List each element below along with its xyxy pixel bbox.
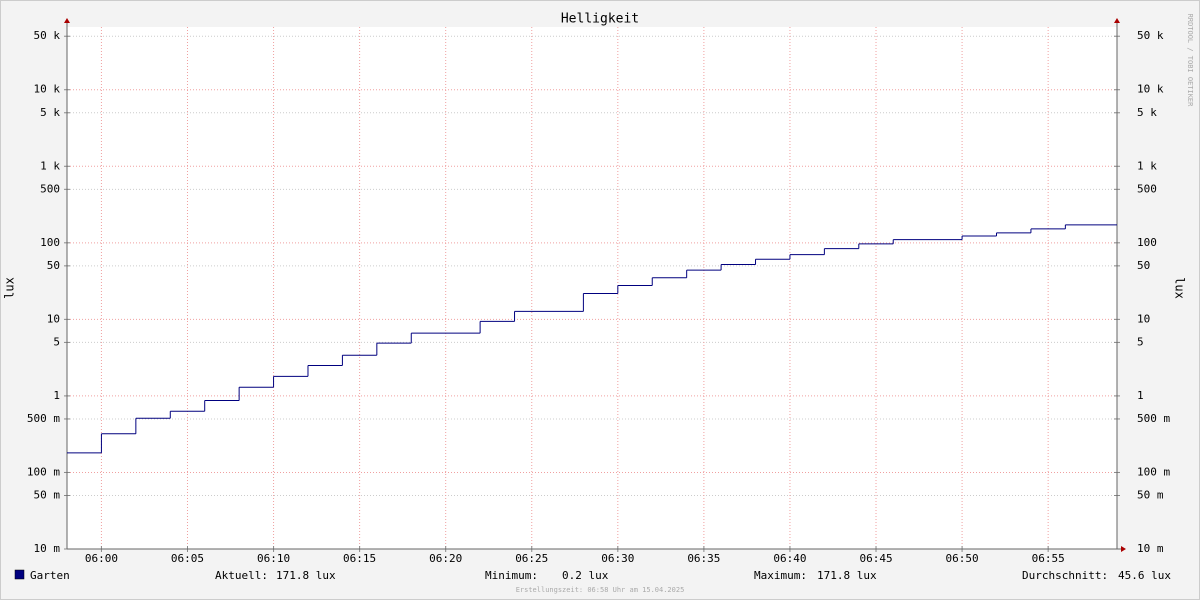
x-tick-label: 06:15: [343, 552, 376, 565]
y-tick-label: 50 k: [34, 29, 61, 42]
x-tick-label: 06:10: [257, 552, 290, 565]
x-tick-label: 06:25: [515, 552, 548, 565]
y-tick-label: 500: [40, 182, 60, 195]
y-tick-label: 10 m: [34, 542, 61, 555]
y-tick-label-right: 1 k: [1137, 159, 1157, 172]
axis-arrow: [64, 18, 70, 23]
stat-label: Durchschnitt:: [1022, 569, 1108, 582]
y-tick-label-right: 100 m: [1137, 465, 1170, 478]
footer: Erstellungszeit: 06:58 Uhr am 15.04.2025: [516, 586, 685, 594]
y-tick-label-right: 50: [1137, 259, 1150, 272]
y-tick-label: 10: [47, 312, 60, 325]
y-tick-label: 50 m: [34, 488, 61, 501]
x-tick-label: 06:55: [1032, 552, 1065, 565]
y-tick-label-right: 500 m: [1137, 412, 1170, 425]
y-tick-label-right: 50 k: [1137, 29, 1164, 42]
x-tick-label: 06:35: [687, 552, 720, 565]
stat-label: Aktuell:: [215, 569, 268, 582]
legend-label: Garten: [30, 569, 70, 582]
stat-label: Minimum:: [485, 569, 538, 582]
y-tick-label-right: 5: [1137, 335, 1144, 348]
stat-label: Maximum:: [754, 569, 807, 582]
y-tick-label-right: 10 m: [1137, 542, 1164, 555]
y-tick-label: 100 m: [27, 465, 60, 478]
axis-arrow: [1114, 18, 1120, 23]
y-tick-label: 5: [53, 335, 60, 348]
y-tick-label-right: 500: [1137, 182, 1157, 195]
chart-title: Helligkeit: [561, 12, 639, 27]
x-tick-label: 06:20: [429, 552, 462, 565]
y-tick-label-right: 100: [1137, 236, 1157, 249]
y-tick-label: 1: [53, 389, 60, 402]
y-axis-label-right: lux: [1173, 277, 1187, 299]
legend-swatch: [14, 569, 25, 580]
stat-value: 171.8 lux: [817, 569, 877, 582]
stat-value: 171.8 lux: [276, 569, 336, 582]
x-tick-label: 06:05: [171, 552, 204, 565]
y-tick-label: 5 k: [40, 106, 60, 119]
y-tick-label: 10 k: [34, 83, 61, 96]
x-tick-label: 06:50: [946, 552, 979, 565]
y-tick-label-right: 50 m: [1137, 488, 1164, 501]
y-tick-label-right: 5 k: [1137, 106, 1157, 119]
y-tick-label: 50: [47, 259, 60, 272]
stat-value: 45.6 lux: [1118, 569, 1171, 582]
axis-arrow: [1121, 546, 1126, 552]
y-tick-label: 100: [40, 236, 60, 249]
y-axis-label: lux: [3, 277, 17, 299]
x-tick-label: 06:45: [859, 552, 892, 565]
stat-value: 0.2 lux: [562, 569, 609, 582]
x-tick-label: 06:40: [773, 552, 806, 565]
y-tick-label: 1 k: [40, 159, 60, 172]
plot-area: [67, 27, 1117, 549]
y-tick-label-right: 1: [1137, 389, 1144, 402]
y-tick-label-right: 10 k: [1137, 83, 1164, 96]
x-tick-label: 06:30: [601, 552, 634, 565]
y-tick-label: 500 m: [27, 412, 60, 425]
x-tick-label: 06:00: [85, 552, 118, 565]
watermark: RRDTOOL / TOBI OETIKER: [1186, 14, 1194, 108]
y-tick-label-right: 10: [1137, 312, 1150, 325]
